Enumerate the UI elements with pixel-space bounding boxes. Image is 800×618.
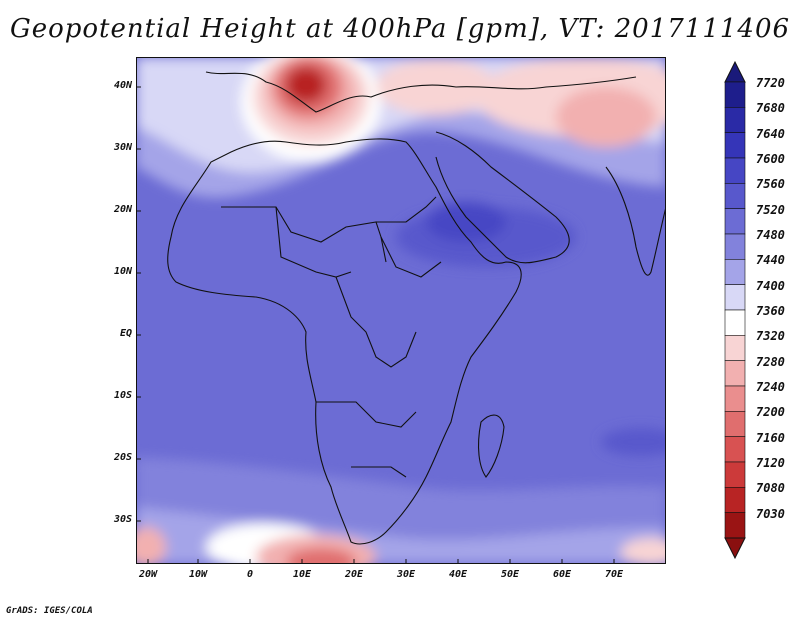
colorbar-label: 7400: [756, 278, 785, 293]
colorbar-swatch: [724, 487, 746, 513]
colorbar-label: 7320: [756, 329, 785, 344]
colorbar-swatch: [724, 360, 746, 387]
colorbar-label: 7160: [756, 430, 785, 445]
colorbar-label: 7280: [756, 354, 785, 369]
credit-text: GrADS: IGES/COLA: [6, 606, 93, 616]
axis-ticks: [136, 86, 615, 564]
contour-7560-io: [601, 428, 666, 456]
lat-label-10S: 10S: [113, 390, 132, 401]
lon-label-10E: 10E: [292, 569, 312, 580]
colorbar-swatch: [724, 107, 746, 133]
colorbar-label: 7720: [756, 76, 785, 90]
lat-label-10N: 10N: [113, 266, 132, 277]
border-sahara: [221, 206, 387, 263]
lat-label-30N: 30N: [113, 142, 132, 153]
lon-label-30E: 30E: [396, 569, 416, 580]
map-title: Geopotential Height at 400hPa [gpm], VT:…: [9, 14, 791, 44]
contour-7280-sw: [136, 527, 166, 564]
colorbar-swatch: [724, 157, 746, 184]
colorbar-swatch: [724, 461, 746, 488]
colorbar-swatch: [724, 259, 746, 285]
lon-label-20E: 20E: [344, 569, 364, 580]
lon-label-40E: 40E: [448, 569, 468, 580]
colorbar-label: 7440: [756, 253, 785, 268]
colorbar-swatch: [724, 335, 746, 361]
colorbar-swatch: [724, 309, 746, 336]
border-west: [275, 206, 352, 278]
coast-europe: [205, 71, 637, 113]
contour-7200-south: [286, 548, 356, 564]
colorbar-swatch: [724, 411, 746, 437]
colorbar-label: 7520: [756, 202, 785, 217]
coast-india: [605, 166, 666, 276]
colorbar-swatch: [724, 183, 746, 209]
map-frame: [136, 57, 666, 564]
colorbar-label: 7240: [756, 380, 785, 394]
colorbar-swatch: [724, 436, 746, 463]
lat-label-EQ: EQ: [119, 328, 132, 339]
border-egypt-libya: [376, 196, 437, 223]
coastlines: [167, 71, 666, 545]
colorbar-label: 7480: [756, 228, 785, 242]
coast-madagascar: [477, 414, 505, 478]
coast-africa: [167, 138, 522, 545]
colorbar-label: 7560: [756, 177, 785, 192]
colorbar-top-arrow: [724, 60, 746, 83]
colorbar-swatch: [724, 512, 746, 539]
colorbar-bottom-arrow: [724, 537, 746, 560]
border-central: [335, 276, 417, 368]
lon-label-20W: 20W: [138, 569, 158, 580]
lat-label-30S: 30S: [113, 514, 132, 525]
colorbar-label: 7640: [756, 126, 785, 141]
colorbar-swatch: [724, 284, 746, 311]
lat-label-40N: 40N: [113, 80, 132, 91]
contour-7280-east: [556, 87, 656, 147]
colorbar-swatch: [724, 208, 746, 235]
lat-label-20S: 20S: [113, 452, 132, 463]
colorbar-label: 7200: [756, 405, 785, 420]
colorbar: [724, 60, 746, 560]
lon-label-0: 0: [246, 569, 254, 580]
contour-7320-balkans: [376, 59, 496, 115]
lon-label-10W: 10W: [188, 569, 208, 580]
colorbar-label: 7600: [756, 152, 785, 166]
colorbar-label: 7030: [756, 506, 785, 521]
geopotential-map: [136, 57, 666, 564]
border-sa: [351, 466, 407, 478]
contour-7080: [286, 67, 326, 103]
contour-7320-se: [621, 538, 666, 564]
lon-label-50E: 50E: [500, 569, 520, 580]
colorbar-swatch: [724, 81, 746, 108]
contour-7600: [426, 202, 506, 242]
lat-label-20N: 20N: [113, 204, 132, 215]
border-sudan: [380, 236, 442, 278]
colorbar-swatch: [724, 132, 746, 159]
coast-arabia: [435, 131, 570, 264]
colorbar-label: 7360: [756, 304, 785, 318]
colorbar-label: 7080: [756, 481, 785, 496]
colorbar-swatch: [724, 233, 746, 260]
lon-label-60E: 60E: [552, 569, 572, 580]
border-southern: [316, 401, 417, 428]
colorbar-label: 7680: [756, 101, 785, 116]
colorbar-swatch: [724, 385, 746, 412]
colorbar-label: 7120: [756, 456, 785, 470]
lon-label-70E: 70E: [604, 569, 624, 580]
